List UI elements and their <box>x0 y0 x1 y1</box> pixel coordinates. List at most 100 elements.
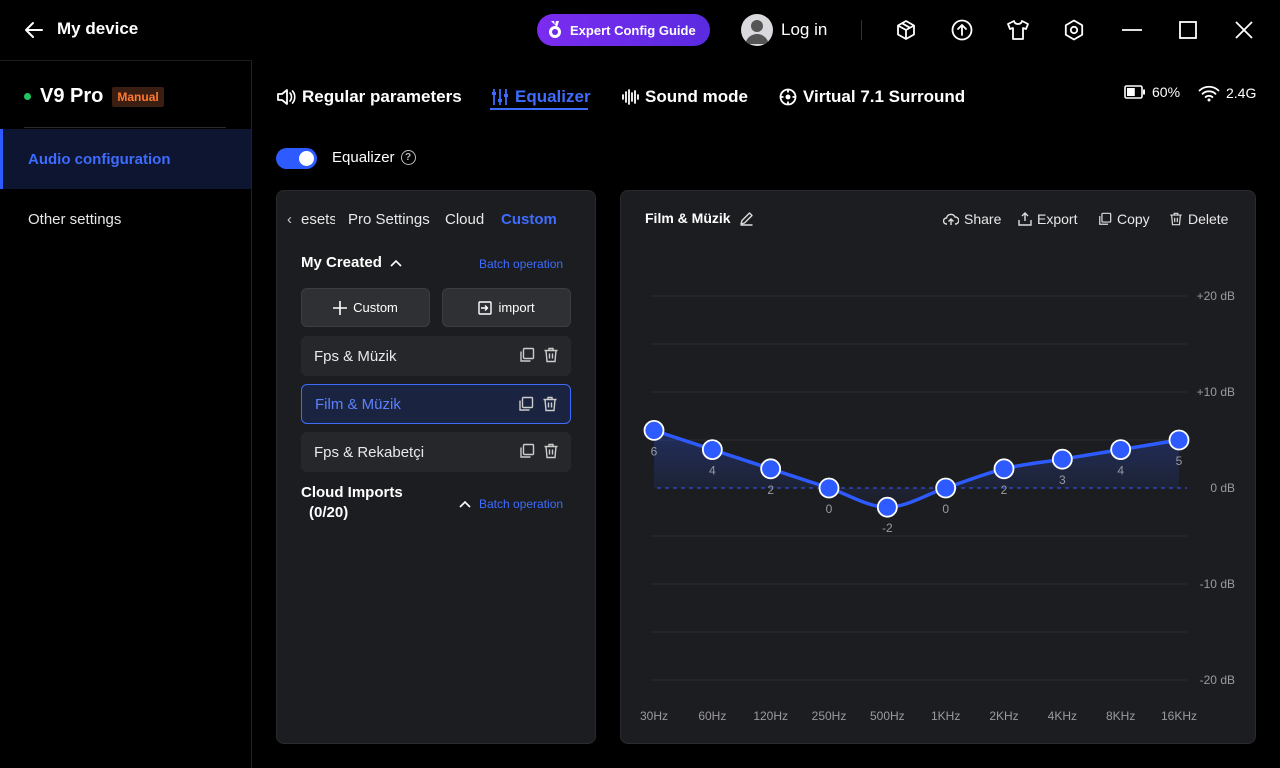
sidebar-item-audio-configuration[interactable]: Audio configuration <box>0 129 251 189</box>
expert-config-guide-label: Expert Config Guide <box>570 22 696 38</box>
speaker-icon <box>277 89 296 105</box>
upload-circle-icon[interactable] <box>950 18 974 42</box>
share-button[interactable]: Share <box>943 211 1001 227</box>
eq-band-handle[interactable] <box>701 439 723 461</box>
tab-label: Regular parameters <box>302 87 462 106</box>
minimize-icon[interactable] <box>1120 18 1144 42</box>
eq-band-handle[interactable] <box>1168 429 1190 451</box>
cloud-batch-operation-link[interactable]: Batch operation <box>479 497 564 511</box>
preset-name: Fps & Rekabetçi <box>314 443 425 461</box>
chevron-up-icon[interactable] <box>459 500 471 508</box>
share-label: Share <box>964 211 1002 227</box>
equalizer-chart[interactable]: +20 dB +10 dB 0 dB -10 dB -20 dB 30Hz 60Hz 120H… <box>621 191 1255 743</box>
copy-button[interactable]: Copy <box>1098 211 1150 227</box>
eq-band-value: 0 <box>826 502 833 516</box>
trash-icon[interactable] <box>543 347 559 363</box>
waveform-icon <box>622 89 639 105</box>
titlebar-divider <box>861 20 862 40</box>
tab-regular-parameters[interactable]: Regular parameters <box>276 84 462 110</box>
tab-custom[interactable]: Custom <box>501 211 557 228</box>
delete-button[interactable]: Delete <box>1169 211 1228 227</box>
add-custom-button[interactable]: Custom <box>301 288 430 327</box>
copy-icon <box>1099 212 1112 225</box>
cloud-imports-title: Cloud Imports <box>301 484 403 501</box>
tshirt-icon[interactable] <box>1006 18 1030 42</box>
tab-sound-mode[interactable]: Sound mode <box>621 84 748 110</box>
trash-icon[interactable] <box>543 443 559 459</box>
tab-label: Virtual 7.1 Surround <box>803 87 966 106</box>
cube-icon[interactable] <box>894 18 918 42</box>
settings-hexagon-icon[interactable] <box>1062 18 1086 42</box>
trash-icon[interactable] <box>542 396 558 412</box>
medal-icon <box>549 21 561 38</box>
copy-icon[interactable] <box>519 443 535 459</box>
tab-presets[interactable]: esets <box>301 211 335 228</box>
expert-config-guide-button[interactable]: Expert Config Guide <box>537 14 710 46</box>
y-tick-label: -10 dB <box>1200 577 1235 591</box>
wireless-status: 2.4G <box>1198 84 1256 102</box>
login-link[interactable]: Log in <box>781 20 828 39</box>
preset-item[interactable]: Film & Müzik <box>301 384 571 424</box>
eq-band-handle[interactable] <box>876 496 898 518</box>
delete-label: Delete <box>1188 211 1229 227</box>
eq-band-handle[interactable] <box>993 458 1015 480</box>
equalizer-chart-panel: Film & Müzik Share Export Copy Delete <box>620 190 1256 744</box>
preset-title-row: Film & Müzik <box>645 210 754 226</box>
chevron-up-icon <box>390 259 402 267</box>
sidebar-item-label: Audio configuration <box>28 150 171 168</box>
tab-equalizer[interactable]: Equalizer <box>491 84 591 110</box>
equalizer-label: Equalizer <box>332 149 395 166</box>
preset-panel: ‹ esets Pro Settings Cloud Custom My Cre… <box>276 190 596 744</box>
eq-band-handle[interactable] <box>760 458 782 480</box>
export-button[interactable]: Export <box>1018 211 1077 227</box>
edit-pencil-icon[interactable] <box>739 211 754 226</box>
eq-band-handle[interactable] <box>643 419 665 441</box>
battery-icon <box>1124 85 1145 99</box>
sidebar-item-label: Other settings <box>28 210 122 228</box>
active-tab-underline <box>490 108 588 110</box>
device-name: V9 Pro <box>40 85 104 107</box>
my-created-header[interactable]: My Created <box>301 254 402 271</box>
page-title: My device <box>57 19 139 38</box>
preset-item[interactable]: Fps & Müzik <box>301 336 571 376</box>
battery-status: 60% <box>1124 84 1180 100</box>
batch-operation-link[interactable]: Batch operation <box>479 257 564 271</box>
tab-cloud[interactable]: Cloud <box>445 211 485 228</box>
eq-band-value: 4 <box>709 464 716 478</box>
export-label: Export <box>1037 211 1078 227</box>
x-tick-label: 60Hz <box>698 709 726 723</box>
tab-label: Equalizer <box>515 87 591 106</box>
avatar[interactable] <box>741 14 773 46</box>
x-tick-label: 120Hz <box>753 709 788 723</box>
wireless-band: 2.4G <box>1226 85 1257 101</box>
eq-band-handle[interactable] <box>818 477 840 499</box>
copy-icon[interactable] <box>518 396 534 412</box>
equalizer-toggle[interactable] <box>276 148 317 169</box>
eq-band-value: 3 <box>1059 473 1066 487</box>
sidebar-item-other-settings[interactable]: Other settings <box>0 189 251 249</box>
help-icon[interactable]: ? <box>400 150 416 165</box>
eq-band-value: -2 <box>882 521 893 535</box>
maximize-icon[interactable] <box>1176 18 1200 42</box>
eq-band-handle[interactable] <box>1051 448 1073 470</box>
preset-name: Film & Müzik <box>315 395 401 413</box>
x-tick-label: 8KHz <box>1106 709 1135 723</box>
export-icon <box>1018 212 1032 226</box>
import-icon <box>478 300 493 315</box>
chevron-left-icon[interactable]: ‹ <box>287 211 292 228</box>
tab-virtual-surround[interactable]: Virtual 7.1 Surround <box>779 84 965 110</box>
eq-band-handle[interactable] <box>935 477 957 499</box>
copy-icon[interactable] <box>519 347 535 363</box>
back-arrow-icon[interactable] <box>22 18 46 42</box>
import-label: import <box>498 300 535 315</box>
x-tick-label: 4KHz <box>1048 709 1077 723</box>
import-button[interactable]: import <box>442 288 571 327</box>
sliders-icon <box>492 89 508 105</box>
close-icon[interactable] <box>1232 18 1256 42</box>
cloud-imports-count: (0/20) <box>309 504 349 521</box>
tab-pro-settings[interactable]: Pro Settings <box>348 211 430 228</box>
my-created-title: My Created <box>301 254 382 271</box>
add-custom-label: Custom <box>353 300 398 315</box>
preset-item[interactable]: Fps & Rekabetçi <box>301 432 571 472</box>
eq-band-handle[interactable] <box>1110 439 1132 461</box>
